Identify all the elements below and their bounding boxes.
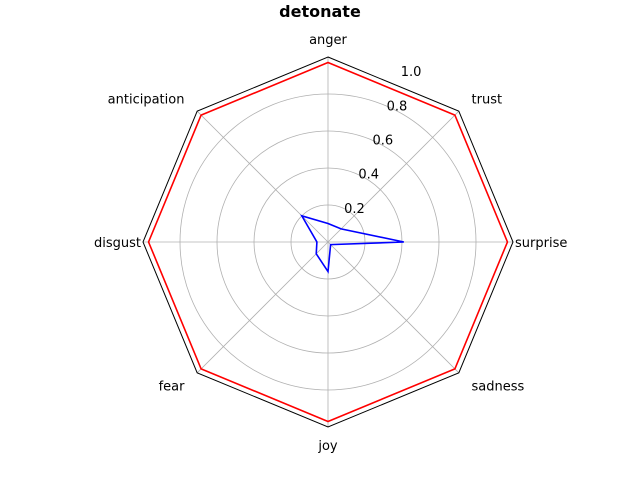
radial-tick-label: 0.2 [344, 202, 365, 217]
grid-spoke-fear [196, 241, 329, 374]
grid-spoke-anticipation [196, 110, 329, 243]
category-label-fear: fear [159, 380, 186, 395]
radial-tick-label: 0.4 [358, 168, 379, 183]
category-label-surprise: surprise [515, 236, 567, 251]
category-label-anticipation: anticipation [108, 92, 185, 107]
radial-tick-label: 0.8 [387, 99, 408, 114]
grid-spoke-sadness [327, 241, 460, 374]
category-label-trust: trust [472, 92, 503, 107]
series-line-2 [300, 214, 405, 274]
radial-grid [143, 57, 513, 427]
category-label-anger: anger [309, 33, 347, 48]
chart-title: detonate [279, 2, 361, 21]
radial-tick-labels: 0.2 0.4 0.6 0.8 1.0 [344, 65, 421, 217]
category-labels: anger trust surprise sadness joy fear disgust a… [94, 33, 567, 454]
series-line-1 [147, 61, 509, 423]
category-label-sadness: sadness [472, 380, 525, 395]
outer-frame [142, 56, 514, 428]
series-layer [147, 61, 509, 423]
category-label-disgust: disgust [94, 236, 141, 251]
category-label-joy: joy [317, 439, 338, 454]
radial-tick-label: 0.6 [372, 133, 393, 148]
radial-tick-label: 1.0 [401, 65, 422, 80]
grid-spoke-trust [327, 110, 460, 243]
